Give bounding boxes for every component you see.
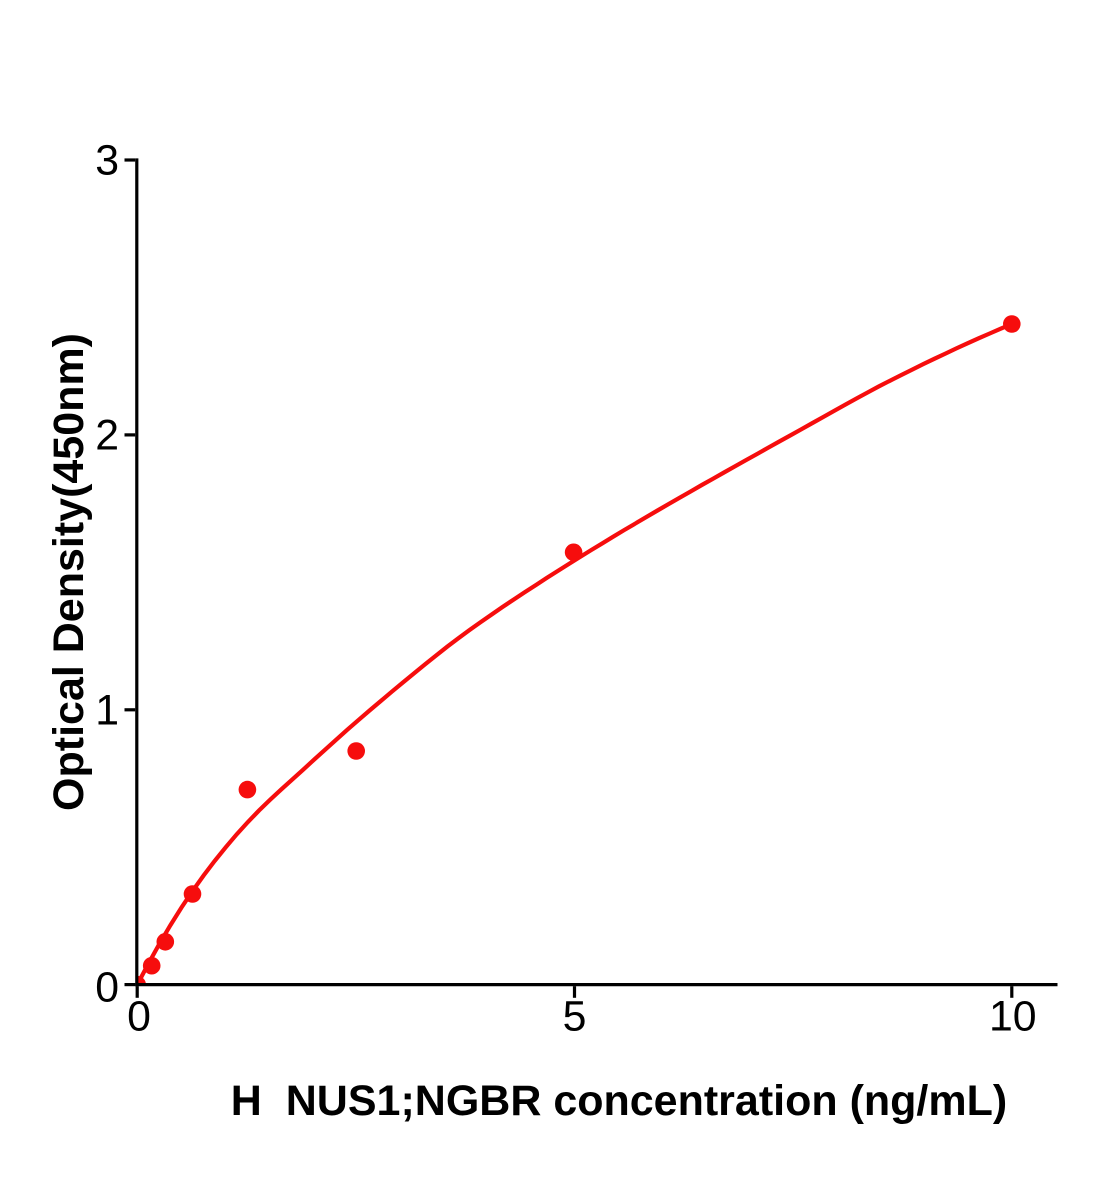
- svg-text:0: 0: [95, 963, 119, 1011]
- svg-text:10: 10: [989, 993, 1037, 1041]
- svg-text:H NUS1;NGBR concentration (ng: H NUS1;NGBR concentration (ng/mL): [231, 1077, 1007, 1125]
- svg-text:Optical Density(450nm): Optical Density(450nm): [45, 333, 93, 811]
- svg-text:2: 2: [95, 412, 119, 460]
- svg-text:0: 0: [127, 993, 151, 1041]
- svg-text:5: 5: [563, 993, 587, 1041]
- svg-text:1: 1: [95, 687, 119, 735]
- svg-text:3: 3: [95, 137, 119, 185]
